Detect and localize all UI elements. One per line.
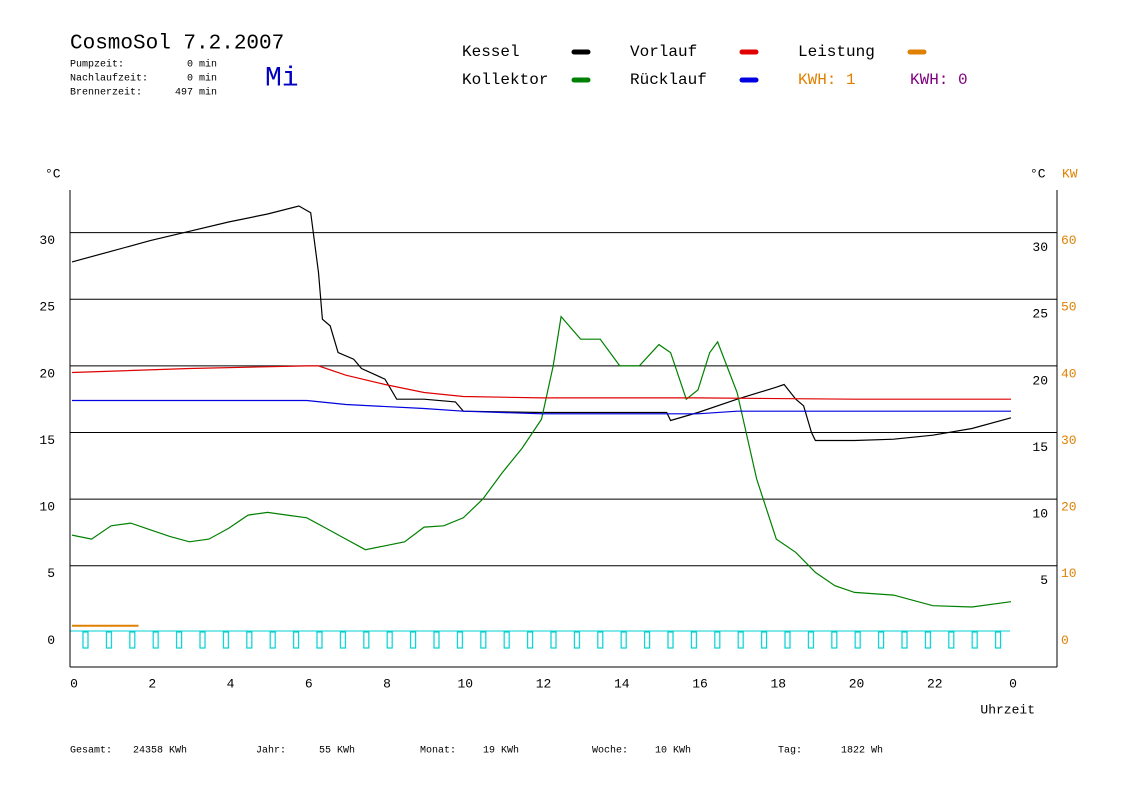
stat-value: 0 min xyxy=(187,59,217,71)
series-line xyxy=(71,365,1011,400)
y-tick-label: 20 xyxy=(39,366,55,381)
footer-value: 24358 KWh xyxy=(133,745,187,757)
y-right-tick-label: 30 xyxy=(1032,240,1048,255)
y2-tick-label: 0 xyxy=(1061,633,1069,648)
x-axis-label: Uhrzeit xyxy=(980,702,1035,717)
stat-label: Pumpzeit: xyxy=(70,59,124,71)
y2-tick-label: 40 xyxy=(1061,366,1077,381)
x-tick-label: 20 xyxy=(849,676,865,691)
footer-label: Monat: xyxy=(420,746,456,757)
y-right-axis-label: °C xyxy=(1030,166,1046,181)
y2-tick-label: 20 xyxy=(1061,500,1077,515)
legend-label: Vorlauf xyxy=(630,43,697,61)
x-tick-label: 22 xyxy=(927,676,943,691)
x-tick-label: 12 xyxy=(536,676,552,691)
y-tick-label: 5 xyxy=(47,566,55,581)
y-right-tick-label: 5 xyxy=(1040,573,1048,588)
x-tick-label: 0 xyxy=(70,676,78,691)
y2-tick-label: 30 xyxy=(1061,433,1077,448)
x-tick-label: 10 xyxy=(457,676,473,691)
footer-label: Gesamt: xyxy=(70,746,112,757)
footer-label: Jahr: xyxy=(256,745,286,757)
stat-value: 0 min xyxy=(187,73,217,85)
legend-label: Leistung xyxy=(798,43,875,61)
x-tick-label: 6 xyxy=(305,676,313,691)
series-line xyxy=(71,205,1012,442)
series-line xyxy=(71,315,1012,608)
series-line xyxy=(72,399,1011,415)
y2-tick-label: 60 xyxy=(1061,233,1077,248)
y2-axis-label: KW xyxy=(1062,166,1078,181)
kwh-label: KWH: 1 xyxy=(798,71,856,89)
stat-label: Nachlaufzeit: xyxy=(70,73,148,85)
legend-label: Rücklauf xyxy=(630,71,707,89)
footer-label: Woche: xyxy=(592,745,628,757)
pump-pulses xyxy=(80,631,1010,651)
y2-tick-label: 50 xyxy=(1061,300,1077,315)
y-tick-label: 15 xyxy=(39,433,55,448)
y-tick-label: 30 xyxy=(39,233,55,248)
x-tick-label: 2 xyxy=(148,676,156,691)
y-tick-label: 25 xyxy=(39,300,55,315)
footer-value: 55 KWh xyxy=(319,745,355,757)
footer-label: Tag: xyxy=(778,746,802,757)
footer-value: 10 KWh xyxy=(655,745,691,757)
y-right-tick-label: 25 xyxy=(1032,307,1048,322)
y-tick-label: 10 xyxy=(39,500,55,515)
y-axis-label: °C xyxy=(45,166,61,181)
footer-value: 19 KWh xyxy=(483,745,519,757)
y-right-tick-label: 10 xyxy=(1032,507,1048,522)
x-tick-label: 16 xyxy=(692,676,708,691)
stat-label: Brennerzeit: xyxy=(70,87,142,99)
day: Mi xyxy=(265,63,299,94)
legend-label: Kollektor xyxy=(462,71,548,89)
y-tick-label: 0 xyxy=(47,633,55,648)
x-tick-label: 14 xyxy=(614,676,630,691)
kwh-label: KWH: 0 xyxy=(910,71,968,89)
x-tick-label: 0 xyxy=(1009,676,1017,691)
x-tick-label: 18 xyxy=(770,676,786,691)
y-right-tick-label: 15 xyxy=(1032,440,1048,455)
x-tick-label: 4 xyxy=(227,676,235,691)
y2-tick-label: 10 xyxy=(1061,566,1077,581)
footer-value: 1822 Wh xyxy=(841,745,883,757)
title: CosmoSol 7.2.2007 xyxy=(70,33,284,56)
x-tick-label: 8 xyxy=(383,676,391,691)
y-right-tick-label: 20 xyxy=(1032,373,1048,388)
legend-label: Kessel xyxy=(462,43,520,61)
stat-value: 497 min xyxy=(175,87,217,99)
